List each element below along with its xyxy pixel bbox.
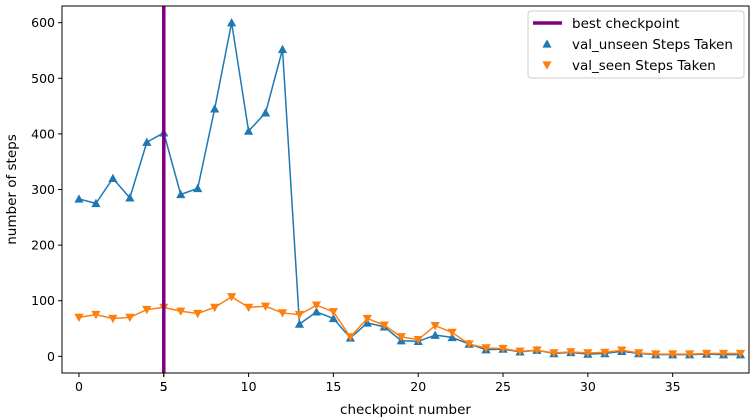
y-axis-label: number of steps (4, 134, 20, 245)
y-tick-label: 0 (47, 349, 55, 364)
data-point (498, 344, 508, 354)
legend-label-val-seen: val_seen Steps Taken (572, 58, 716, 74)
x-tick-label: 35 (665, 379, 681, 394)
data-point (430, 322, 440, 331)
data-point (396, 333, 406, 342)
y-tick-label: 600 (31, 15, 55, 30)
legend-label-val-unseen: val_unseen Steps Taken (572, 37, 733, 53)
data-point (176, 189, 186, 199)
data-point (515, 347, 525, 356)
data-point (634, 349, 644, 358)
data-point (227, 18, 237, 27)
x-tick-label: 25 (495, 379, 511, 394)
data-point (227, 293, 237, 302)
data-point (91, 198, 101, 208)
data-point (701, 349, 712, 359)
x-tick-label: 15 (325, 379, 341, 394)
series-val-seen (74, 293, 746, 359)
data-point (176, 307, 186, 316)
legend-best-checkpoint-label: best checkpoint (572, 16, 679, 32)
legend: best checkpoint val_unseen Steps Taken val… (527, 10, 745, 79)
data-point (600, 348, 610, 358)
data-point (311, 307, 322, 316)
data-point (718, 349, 729, 359)
data-point (566, 348, 576, 357)
data-point (74, 313, 84, 322)
x-axis-label: checkpoint number (340, 402, 471, 418)
data-point (583, 349, 593, 358)
data-point (74, 194, 84, 203)
data-point (345, 333, 355, 342)
legend-marker-val-unseen (542, 39, 552, 48)
series-layer (74, 18, 746, 359)
data-point (277, 44, 288, 54)
series-val-unseen (74, 18, 746, 359)
data-point (277, 309, 288, 318)
data-point (260, 108, 271, 117)
data-point (464, 340, 474, 349)
y-tick-label: 200 (31, 238, 55, 253)
data-point (362, 314, 372, 324)
data-point (125, 193, 135, 202)
y-tick-label: 500 (31, 71, 55, 86)
y-tick-label: 100 (31, 293, 55, 308)
data-point (108, 173, 118, 183)
x-tick-label: 30 (580, 379, 596, 394)
data-point (447, 328, 457, 338)
data-point (430, 330, 440, 339)
data-point (294, 319, 305, 328)
y-tick-label: 300 (31, 182, 55, 197)
series-line (78, 295, 741, 355)
data-point (193, 309, 203, 319)
legend-box (527, 10, 745, 79)
data-point (617, 346, 627, 355)
data-point (142, 137, 152, 146)
data-point (549, 349, 559, 358)
data-point (243, 303, 254, 312)
data-point (379, 321, 389, 330)
data-point (260, 302, 271, 311)
data-point (413, 335, 423, 345)
x-tick-label: 20 (410, 379, 426, 394)
data-point (108, 314, 118, 324)
x-tick-label-extra: 5 (160, 379, 168, 394)
data-point (651, 350, 661, 359)
data-point (210, 104, 220, 113)
data-point (532, 346, 542, 355)
data-point (328, 313, 339, 323)
data-point (328, 308, 339, 317)
data-point (142, 305, 152, 315)
data-point (685, 350, 695, 359)
data-point (481, 344, 491, 353)
data-point (243, 126, 254, 135)
data-point (294, 310, 305, 320)
x-tick-label: 5 (160, 379, 168, 394)
data-point (91, 310, 101, 320)
data-point (735, 349, 746, 359)
data-point (125, 313, 135, 322)
x-tick-label: 0 (75, 379, 83, 394)
data-point (311, 301, 322, 310)
data-point (210, 303, 220, 312)
y-tick-label: 400 (31, 126, 55, 141)
data-point (668, 350, 678, 359)
series-line (78, 22, 741, 356)
legend-marker-val-seen (542, 61, 552, 70)
x-tick-label: 10 (241, 379, 257, 394)
data-point (193, 183, 203, 193)
